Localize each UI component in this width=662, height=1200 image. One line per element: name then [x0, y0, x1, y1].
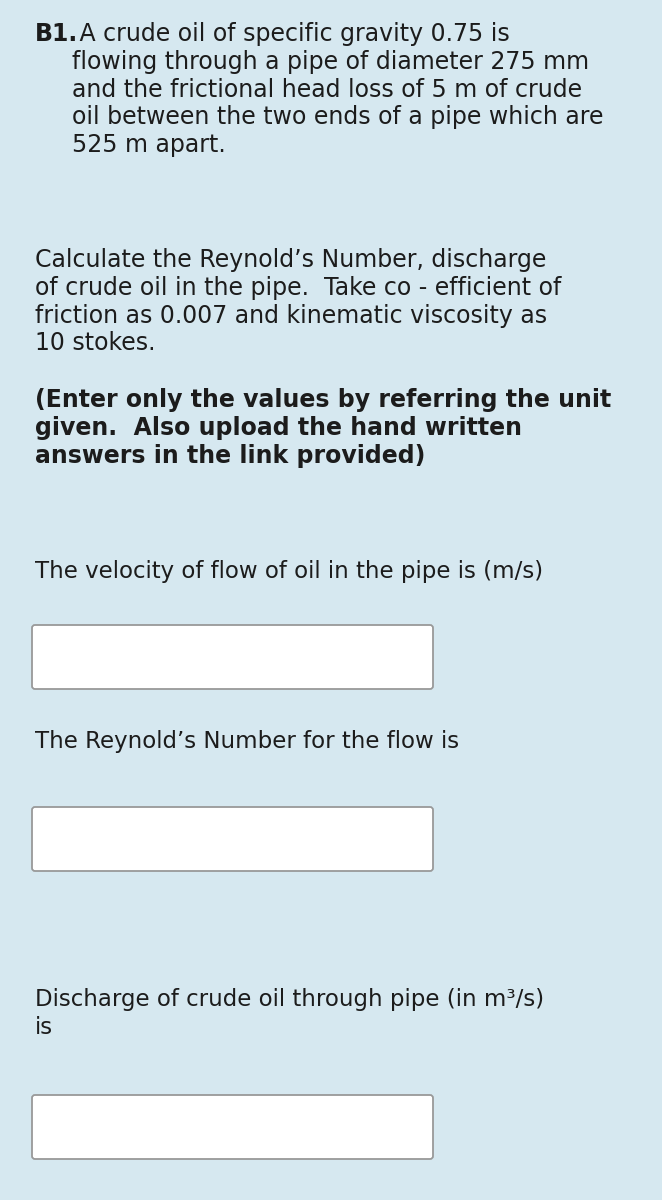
Text: B1.: B1.: [35, 22, 78, 46]
Text: (Enter only the values by referring the unit
given.  Also upload the hand writte: (Enter only the values by referring the …: [35, 388, 611, 468]
FancyBboxPatch shape: [32, 806, 433, 871]
Text: Discharge of crude oil through pipe (in m³/s): Discharge of crude oil through pipe (in …: [35, 988, 544, 1010]
Text: The Reynold’s Number for the flow is: The Reynold’s Number for the flow is: [35, 730, 459, 754]
Text: Calculate the Reynold’s Number, discharge
of crude oil in the pipe.  Take co - e: Calculate the Reynold’s Number, discharg…: [35, 248, 561, 355]
FancyBboxPatch shape: [32, 1094, 433, 1159]
Text: is: is: [35, 1016, 53, 1039]
Text: A crude oil of specific gravity 0.75 is
flowing through a pipe of diameter 275 m: A crude oil of specific gravity 0.75 is …: [72, 22, 604, 157]
Text: The velocity of flow of oil in the pipe is (m/s): The velocity of flow of oil in the pipe …: [35, 560, 543, 583]
FancyBboxPatch shape: [32, 625, 433, 689]
